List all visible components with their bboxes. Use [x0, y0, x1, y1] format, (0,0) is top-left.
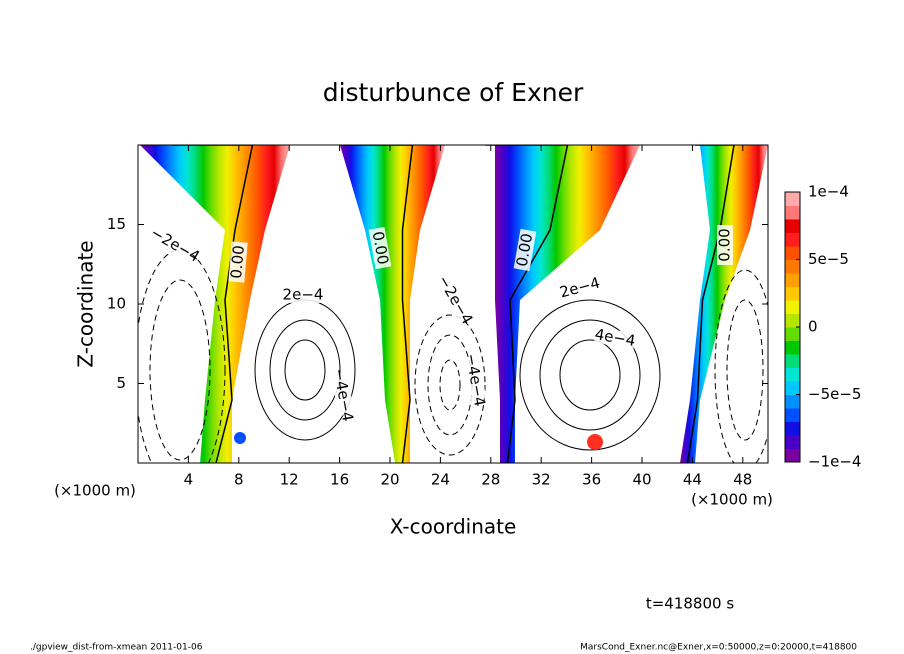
contour-label: 0.00 [227, 245, 248, 280]
colorbar-tick-label: 5e−5 [808, 250, 849, 268]
y-tick-label: 15 [107, 215, 126, 233]
contour-line [559, 339, 621, 411]
x-tick-label: 40 [632, 471, 651, 489]
plume [495, 145, 640, 463]
label-bg [593, 326, 637, 350]
label-bg [513, 228, 537, 272]
label-bg [438, 278, 472, 322]
plume [340, 145, 445, 463]
plume [680, 145, 768, 463]
x-tick-label: 12 [280, 471, 299, 489]
contour-line [726, 299, 764, 441]
colorbar-band [785, 394, 800, 409]
contour-label: −2e−4 [434, 272, 476, 327]
contour-label: 0.00 [716, 228, 734, 261]
colorbar-band [785, 313, 800, 328]
colorbar-tick-label: 0 [808, 318, 818, 336]
x-tick-label: 32 [532, 471, 551, 489]
y-tick-label: 5 [116, 374, 126, 392]
colorbar-band [785, 408, 800, 422]
cold-spot [234, 432, 246, 444]
contour-label: −4e−4 [462, 352, 489, 408]
contour-label: −2e−4 [148, 223, 203, 265]
label-bg [153, 228, 197, 262]
time-label: t=418800 s [646, 595, 734, 613]
x-tick-label: 20 [380, 471, 399, 489]
contour-label: 0.00 [513, 232, 537, 268]
colorbar-band [785, 205, 800, 220]
label-bg [558, 275, 602, 301]
colorbar-band [785, 381, 800, 395]
contour-line [138, 249, 226, 463]
colorbar-band [785, 246, 800, 260]
x-tick-label: 24 [431, 471, 450, 489]
colorbar-band [785, 219, 800, 233]
colorbar-tick-label: −1e−4 [808, 453, 861, 471]
footer-left: ./gpview_dist-from-xmean 2011-01-06 [30, 643, 203, 653]
contour-label: 2e−4 [283, 286, 324, 304]
colorbar-band [785, 340, 800, 355]
x-tick-label: 8 [234, 471, 244, 489]
colorbar-band [785, 192, 800, 206]
contour-line [149, 279, 211, 461]
contour-label: −4e−4 [330, 367, 357, 423]
colorbar-band [785, 421, 800, 436]
label-bg [228, 241, 248, 283]
contour-line [539, 319, 641, 431]
zero-contour [686, 145, 735, 463]
colorbar-band [785, 300, 800, 314]
label-bg [331, 373, 355, 417]
contour-line [284, 339, 326, 401]
contour-label: 0.00 [369, 230, 393, 266]
field [138, 145, 768, 463]
contour-line [439, 359, 461, 411]
label-bg [717, 225, 733, 265]
colorbar-band [785, 327, 800, 341]
colorbar-tick-label: −5e−5 [808, 385, 861, 403]
contour-label: 2e−4 [558, 274, 602, 302]
contour-line [519, 299, 661, 451]
x-tick-label: 16 [330, 471, 349, 489]
colorbar-band [785, 354, 800, 368]
colorbar-band [785, 286, 800, 301]
footer-right: MarsCond_Exner.nc@Exner,x=0:50000,z=0:20… [580, 643, 857, 653]
hot-spot [587, 434, 603, 450]
colorbar-band [785, 259, 800, 274]
colorbar-tick-label: 1e−4 [808, 183, 849, 201]
y-unit: (×1000 m) [54, 482, 136, 500]
x-tick-label: 28 [481, 471, 500, 489]
x-tick-label: 36 [582, 471, 601, 489]
y-axis-label: Z-coordinate [74, 240, 98, 367]
x-unit: (×1000 m) [691, 491, 773, 509]
contour-line [427, 334, 473, 436]
y-tick-label: 10 [107, 295, 126, 313]
colorbar-band [785, 448, 800, 463]
x-tick-label: 44 [683, 471, 702, 489]
plume [140, 145, 290, 463]
x-tick-label: 4 [184, 471, 194, 489]
x-tick-label: 48 [733, 471, 752, 489]
colorbar-band [785, 232, 800, 247]
colorbar-band [785, 367, 800, 382]
x-axis-label: X-coordinate [390, 515, 517, 539]
label-bg [283, 287, 323, 303]
label-bg [463, 358, 487, 402]
colorbar-band [785, 435, 800, 449]
zero-contour [342, 145, 414, 463]
chart-title: disturbunce of Exner [323, 78, 584, 107]
colorbar-band [785, 273, 800, 287]
contour-line [269, 319, 341, 421]
label-bg [368, 226, 392, 270]
contour-label: 4e−4 [593, 325, 636, 350]
contour-line [414, 314, 486, 456]
